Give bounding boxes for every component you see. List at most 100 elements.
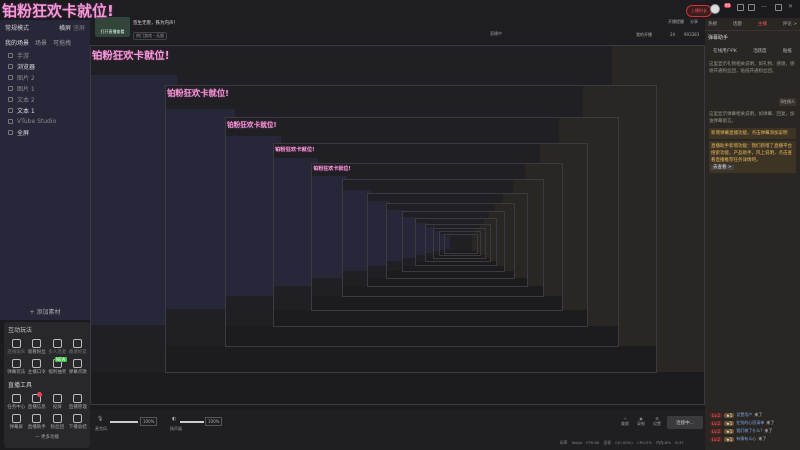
frame-panel	[166, 108, 235, 310]
tool-button[interactable]: 任务中心	[6, 394, 27, 410]
assistant-tab[interactable]: 在线用户PK	[713, 49, 737, 54]
chat-username[interactable]: 有情有义心	[736, 436, 757, 441]
tool-button[interactable]: 下播总结	[68, 414, 89, 430]
chat-row: Lv.2 ★1 我们做了什么? 来了	[710, 428, 798, 434]
chat-row: Lv.2 ★1 有情有义心 来了	[710, 436, 798, 442]
tool-label: 弹幕玩法	[7, 370, 26, 375]
scene-tab[interactable]: 我的场景	[5, 40, 30, 47]
fan-badge: ★1	[724, 428, 735, 434]
chat-username[interactable]: 设置用户	[736, 412, 753, 417]
scene-item[interactable]: 图片 2	[0, 72, 90, 83]
speaker-icon[interactable]: ◐	[172, 416, 177, 422]
category-tag[interactable]: 热门游戏 - 无限	[133, 32, 167, 40]
chat-row: Lv.2 ★1 在别的心愿清单 来了	[710, 420, 798, 426]
mic-icon[interactable]: 🎙	[97, 416, 104, 422]
chat-username[interactable]: 我们做了什么?	[736, 428, 763, 433]
add-source-button[interactable]: + 添加素材	[29, 309, 61, 316]
tool-icon	[73, 339, 83, 348]
tool-button[interactable]: 主播口令	[27, 359, 48, 375]
right-tab[interactable]: 话题	[732, 22, 742, 27]
scene-item[interactable]: 手游	[0, 50, 90, 61]
tool-button[interactable]: 弹幕玩法	[6, 359, 27, 375]
share-button[interactable]: 分享	[690, 19, 698, 24]
scene-item[interactable]: VTube Studio	[0, 116, 90, 127]
tool-button[interactable]: 直播助手	[27, 414, 48, 430]
my-live-link[interactable]: 我的开播	[636, 32, 652, 37]
frame-panel	[343, 189, 372, 271]
remind-button[interactable]: 开播提醒	[668, 19, 684, 24]
scene-item[interactable]: 图片 1	[0, 83, 90, 94]
speaker-percent: 100%	[205, 417, 223, 426]
minimize-icon[interactable]: —	[761, 3, 767, 10]
preview-frame	[444, 234, 479, 254]
right-tab[interactable]: 评论 >	[782, 22, 797, 27]
frame-panel	[425, 257, 490, 262]
more-tools-button[interactable]: — 更多功能	[35, 435, 59, 440]
overlay-text: 铂粉狂欢卡就位!	[2, 2, 114, 20]
tool-button[interactable]: 直播信息	[27, 392, 48, 410]
landscape-toggle[interactable]: 横屏	[59, 25, 72, 32]
notice-link[interactable]: 去查看 >	[711, 165, 734, 170]
live-thumbnail[interactable]: 打开直播查看	[95, 17, 130, 37]
frame-panel	[274, 158, 318, 286]
notice-1: 新增弹幕直播功能，点击弹幕添加说明	[709, 128, 796, 139]
frame-panel	[440, 252, 481, 255]
scene-tab[interactable]: 可拖拽	[53, 40, 72, 47]
frame-panel	[415, 222, 427, 256]
assistant-tab[interactable]: 贴纸	[782, 49, 792, 54]
chat-username[interactable]: 在别的心愿清单	[736, 420, 765, 425]
settings-button[interactable]: ⚙ 设置	[650, 416, 664, 427]
feedback-icon[interactable]	[748, 4, 755, 11]
frame-panel	[226, 136, 281, 297]
tool-label: 投屏	[52, 405, 62, 410]
scene-label: 全屏	[17, 130, 30, 137]
tool-button[interactable]: 多人连麦	[47, 339, 68, 355]
frame-panel	[367, 200, 390, 266]
tool-button[interactable]: 直播管理	[68, 394, 89, 410]
record-label: 录制	[637, 421, 645, 426]
scene-item[interactable]: 全屏	[0, 127, 90, 138]
maximize-icon[interactable]	[775, 4, 782, 11]
tool-icon	[11, 394, 21, 403]
headset-icon[interactable]	[737, 4, 744, 11]
tool-label: 弹幕点歌	[68, 370, 87, 375]
tool-button[interactable]: 观看粉丝	[27, 339, 48, 355]
avatar[interactable]	[710, 4, 720, 14]
overlay-text-echo: 铂粉狂欢卡就位!	[167, 88, 229, 98]
scene-item[interactable]: 文本 1	[0, 105, 90, 116]
tool-label: 多人连麦	[48, 350, 67, 355]
tool-button[interactable]: 连线观众	[6, 339, 27, 355]
tool-button[interactable]: 投屏	[47, 394, 68, 410]
connect-button[interactable]: 连接中...	[667, 416, 703, 429]
scene-tab[interactable]: 场景	[35, 40, 48, 47]
tool-button[interactable]: 弹幕点歌	[68, 359, 89, 375]
scene-item[interactable]: 浏览器	[0, 61, 90, 72]
mic-percent: 100%	[140, 417, 158, 426]
tool-button[interactable]: 粉丝团	[47, 414, 68, 430]
timer-button[interactable]: 上播时长	[686, 5, 712, 17]
portrait-toggle[interactable]: 竖屏	[72, 25, 85, 32]
interact-title: 互动玩法	[8, 327, 33, 334]
assistant-tab[interactable]: 活跃度	[753, 49, 767, 54]
scene-item[interactable]: 文本 2	[0, 94, 90, 105]
right-tab[interactable]: 热榜	[708, 22, 717, 27]
tool-icon	[73, 394, 83, 403]
tool-label: 观看粉丝	[27, 350, 46, 355]
right-tab[interactable]: 主播	[757, 22, 767, 27]
beauty-button[interactable]: ✧ 美颜	[618, 416, 632, 427]
chat-tag: 来了	[754, 412, 763, 417]
tool-button[interactable]: 福利抽奖 NEW	[47, 357, 68, 375]
live-title[interactable]: 签生无害，铁为内声！	[133, 21, 178, 26]
tool-label: 粉丝团	[50, 425, 65, 430]
speaker-volume-slider[interactable]	[180, 421, 204, 423]
level-badge: Lv.2	[710, 412, 723, 418]
tool-button[interactable]: 邀请好友	[68, 339, 89, 355]
record-button[interactable]: ◉ 录制	[634, 416, 648, 427]
mode-select[interactable]: 常规模式	[5, 25, 30, 32]
overlay-text-echo: 铂粉狂欢卡就位!	[313, 166, 351, 173]
close-icon[interactable]: ✕	[788, 3, 794, 10]
tool-label: 任务中心	[7, 405, 26, 410]
tool-button[interactable]: 弹幕屏	[6, 414, 27, 430]
mic-volume-slider[interactable]	[110, 421, 138, 423]
message-badge[interactable]: 99	[724, 3, 732, 8]
